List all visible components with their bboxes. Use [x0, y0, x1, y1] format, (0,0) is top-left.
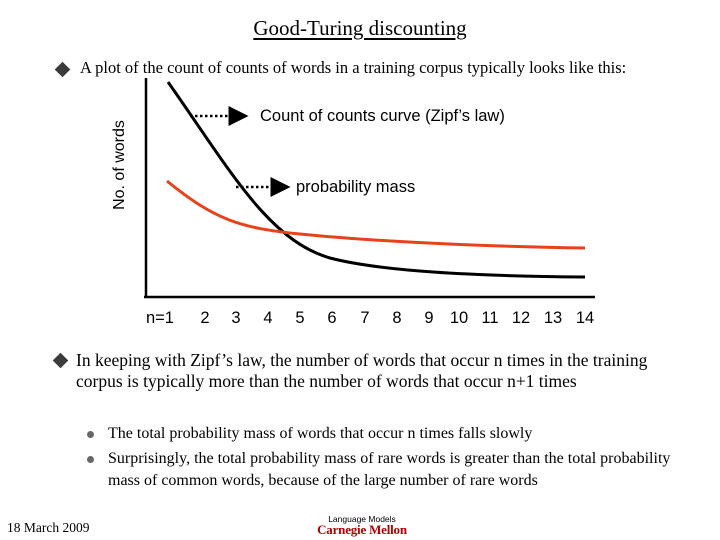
mass-annotation: probability mass: [296, 178, 416, 196]
x-tick-label: 4: [263, 309, 273, 327]
x-tick-label: 9: [424, 309, 434, 327]
sub-bullet-dot-icon: [87, 456, 94, 463]
sub-bullet-text: Surprisingly, the total probability mass…: [108, 450, 671, 489]
main-bullet-text: In keeping with Zipf’s law, the number o…: [76, 350, 648, 391]
y-axis-label: No. of words: [111, 120, 128, 210]
x-tick-label: 2: [200, 309, 210, 327]
x-tick-label: 5: [295, 309, 305, 327]
zipf-annotation: Count of counts curve (Zipf’s law): [260, 107, 505, 125]
x-tick-label: n=1: [146, 309, 174, 327]
x-tick-label: 10: [449, 309, 469, 327]
carnegie-mellon-logo: Carnegie Mellon: [317, 522, 407, 537]
intro-bullet-text: A plot of the count of counts of words i…: [80, 58, 627, 77]
x-tick-label: 8: [392, 309, 402, 327]
zipf-curve-line: [166, 81, 586, 279]
x-tick-label: 13: [543, 309, 563, 327]
sub-bullet-dot-icon: [87, 431, 94, 438]
x-tick-label: 12: [511, 309, 531, 327]
footer-label: Language Models: [328, 514, 396, 524]
x-tick-label: 3: [231, 309, 241, 327]
probability-mass-line: [166, 179, 586, 250]
x-tick-label: 11: [481, 309, 499, 327]
x-tick-label: 6: [327, 309, 337, 327]
x-tick-label: 7: [360, 309, 370, 327]
sub-bullet-text: The total probability mass of words that…: [108, 425, 533, 442]
x-tick-label: 14: [575, 309, 595, 327]
slide-title: Good-Turing discounting: [253, 16, 467, 40]
footer-date: 18 March 2009: [7, 520, 90, 535]
